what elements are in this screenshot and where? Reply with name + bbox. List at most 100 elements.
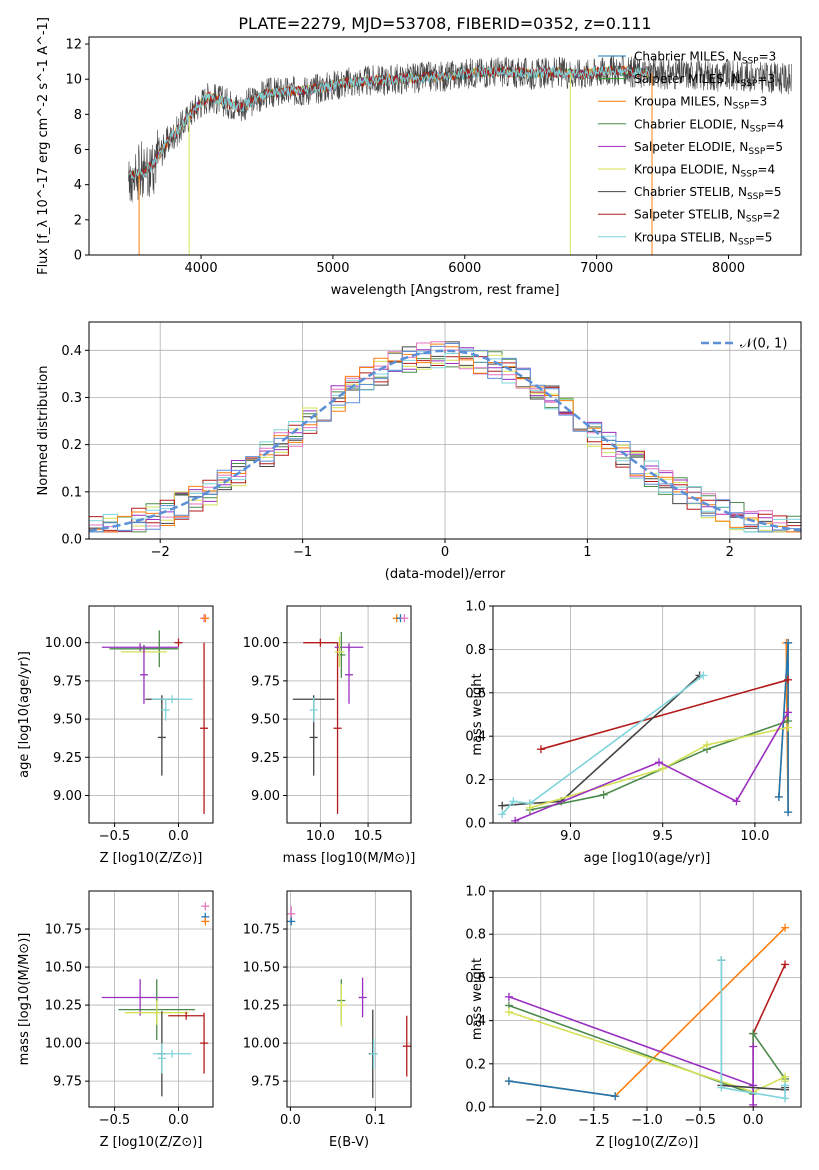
grid-lines <box>287 606 411 823</box>
weight-marker <box>781 923 790 932</box>
x-tick-label: −1 <box>293 545 312 560</box>
legend-entry: Kroupa STELIB, NSSP=5 <box>634 230 772 247</box>
weight-marker <box>749 1042 758 1051</box>
errorbar-point <box>200 1012 209 1074</box>
errorbar-point <box>201 902 210 911</box>
x-tick-label: 0 <box>441 545 449 560</box>
spectrum-legend: Chabrier MILES, NSSP=3 Salpeter MILES, NS… <box>598 50 784 247</box>
x-tick-label: 0.0 <box>168 1113 189 1128</box>
weight-marker <box>699 671 708 680</box>
x-axis-label: Z [log10(Z/Z⊙)] <box>596 1135 699 1150</box>
errorbar-point <box>139 645 148 704</box>
residual-histogram <box>89 351 801 533</box>
weight-series-line <box>720 960 786 1100</box>
y-tick-label: 4 <box>74 178 82 193</box>
x-tick-label: 2 <box>726 545 734 560</box>
x-tick-label: 8000 <box>712 261 745 276</box>
x-tick-label: 10.0 <box>740 829 769 844</box>
x-axis-label: mass [log10(M/M⊙)] <box>283 851 416 866</box>
y-tick-label: 9.75 <box>53 674 82 689</box>
spectrum-line <box>128 65 650 179</box>
weight-marker <box>654 758 663 767</box>
x-tick-label: −0.5 <box>99 1113 131 1128</box>
errorbar-point <box>287 917 296 926</box>
y-tick-label: 9.25 <box>251 751 280 766</box>
panel-mass_vs_ebv: 0.0 0.1 9.75 10.00 10.25 10.50 10.75 E(B-V) <box>243 890 412 1150</box>
axes-frame <box>286 605 412 824</box>
y-axis-label: age [log10(age/yr)] <box>17 651 32 778</box>
errorbar-point <box>201 917 210 926</box>
panel-weight_vs_z: −2.0 −1.5 −1.0 −0.5 0.0 0.0 0.2 0.4 0.6 0.8 1.0 Z [… <box>465 885 802 1150</box>
errorbar-point <box>402 1015 411 1077</box>
y-tick-label: 10.50 <box>45 961 82 976</box>
y-tick-label: 9.50 <box>251 713 280 728</box>
y-tick-label: 9.75 <box>251 674 280 689</box>
weight-marker <box>781 960 790 969</box>
weight-marker <box>525 803 534 812</box>
weight-marker <box>784 675 793 684</box>
weight-marker <box>784 723 793 732</box>
spectrum-line <box>128 66 650 180</box>
panel-age_vs_z: −0.5 0.0 9.00 9.25 9.50 9.75 10.00 Z [log10(Z/Z… <box>17 605 214 866</box>
y-tick-label: 9.75 <box>53 1075 82 1090</box>
x-tick-label: 10.5 <box>354 829 383 844</box>
spectrum-line <box>128 65 650 181</box>
weight-marker <box>658 764 667 773</box>
weight-marker <box>504 1007 513 1016</box>
residual-histogram <box>89 341 801 533</box>
normal-curve <box>89 349 801 532</box>
spectrum-line <box>128 65 650 180</box>
y-tick-label: 10.00 <box>45 1037 82 1052</box>
y-tick-label: 0.8 <box>465 928 486 943</box>
errorbar-point <box>334 636 345 668</box>
residual-histogram <box>89 343 801 533</box>
y-tick-label: 1.0 <box>465 600 486 615</box>
x-tick-label: −2.0 <box>525 1113 557 1128</box>
axes-frame <box>492 605 802 824</box>
plot-area <box>101 614 210 814</box>
errorbar-point <box>168 1011 205 1020</box>
y-tick-label: 0.0 <box>61 533 82 548</box>
grid-lines <box>493 605 801 824</box>
spectrum-line <box>128 65 650 182</box>
weight-marker <box>749 1029 758 1038</box>
errorbar-point <box>303 638 338 647</box>
spectrum-line <box>128 65 650 181</box>
y-axis-label: mass weight <box>470 673 485 755</box>
x-tick-label: 4000 <box>185 261 218 276</box>
panel-mass_vs_z: −0.5 0.0 9.75 10.00 10.25 10.50 10.75 Z [log10(… <box>17 890 214 1150</box>
y-axis-label: mass weight <box>470 958 485 1040</box>
y-tick-label: 0.4 <box>465 730 486 745</box>
x-tick-label: 0.1 <box>365 1113 386 1128</box>
weight-series-line <box>529 726 789 809</box>
y-tick-label: 0.2 <box>61 438 82 453</box>
y-tick-label: 10.25 <box>243 999 280 1014</box>
weight-marker <box>536 745 545 754</box>
plot-area <box>287 906 411 1098</box>
grid-lines <box>89 891 213 1107</box>
x-tick-label: 9.5 <box>652 829 673 844</box>
errorbar-point <box>309 697 318 723</box>
y-tick-label: 0.3 <box>61 391 82 406</box>
errorbar-point <box>101 643 179 652</box>
legend-entry: Salpeter ELODIE, NSSP=5 <box>634 140 783 157</box>
weight-marker <box>611 1092 620 1101</box>
weight-marker <box>511 816 520 823</box>
x-tick-label: 9.0 <box>560 829 581 844</box>
y-tick-label: 0.2 <box>465 1057 486 1072</box>
errorbar-point <box>337 983 346 1027</box>
errorbar-point <box>337 631 346 678</box>
plot-area <box>128 55 792 255</box>
y-tick-label: 1.0 <box>465 885 486 900</box>
x-axis-label: Z [log10(Z/Z⊙)] <box>100 851 203 866</box>
weight-series-line <box>508 996 754 1105</box>
y-tick-label: 0.6 <box>465 971 486 986</box>
errorbar-point <box>201 614 210 623</box>
x-tick-label: 0.0 <box>743 1113 764 1128</box>
y-tick-label: 10.00 <box>243 1037 280 1052</box>
x-axis-label: (data-model)/error <box>385 567 506 582</box>
x-tick-label: −0.5 <box>684 1113 716 1128</box>
x-tick-label: 7000 <box>580 261 613 276</box>
y-axis-label: Normed distribution <box>36 366 51 496</box>
plot-area <box>292 614 409 814</box>
